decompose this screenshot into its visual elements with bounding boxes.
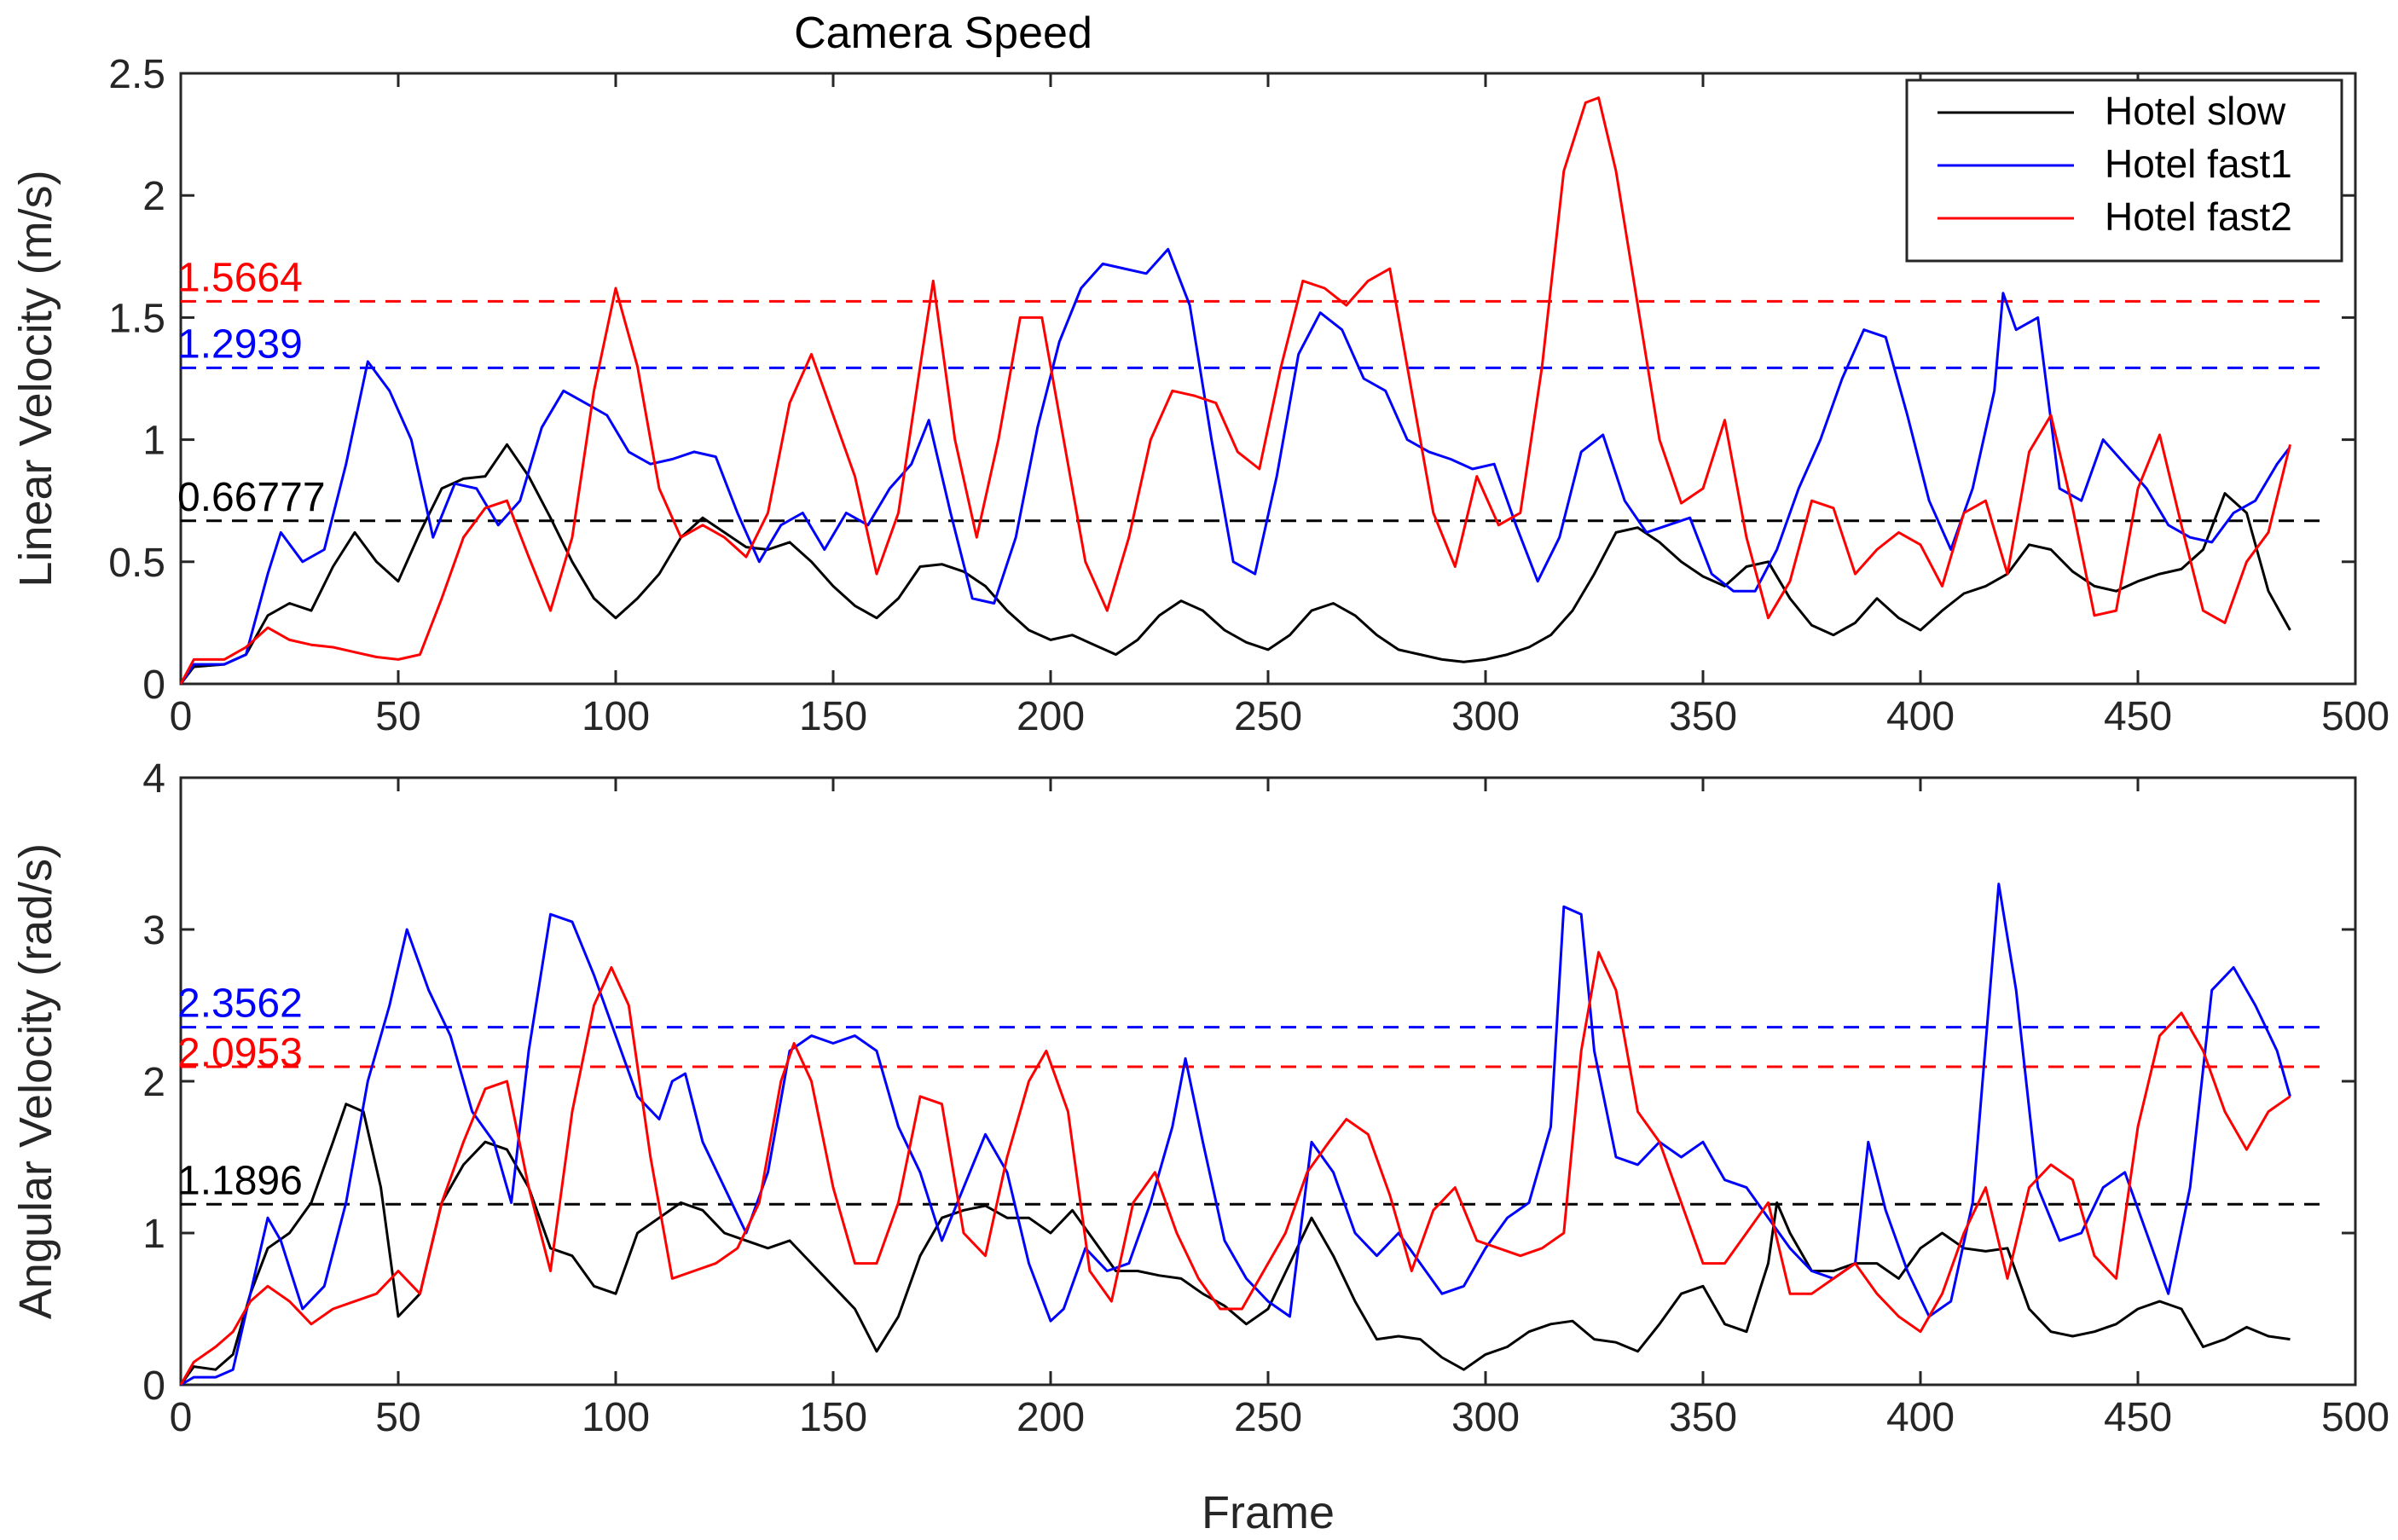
linear-series-hotel-slow (179, 443, 2291, 685)
angular-x-tick-label: 500 (2321, 1395, 2389, 1440)
angular-y-tick-label: 3 (142, 908, 165, 953)
linear-x-tick-label: 50 (375, 694, 420, 739)
linear-y-tick-label: 0 (142, 663, 165, 708)
angular-velocity-panel: 0 50 100 150 200 250 300 350 400 450 500 0 1 2 3 4 Angul… (10, 756, 2389, 1538)
linear-y-tick-label: 1 (142, 419, 165, 464)
linear-mean-label-hotel-fast1: 1.2939 (177, 321, 303, 367)
angular-mean-label-hotel-fast2: 2.0953 (177, 1031, 303, 1076)
linear-y-axis-label: Linear Velocity (m/s) (10, 170, 61, 587)
linear-mean-label-hotel-fast2: 1.5664 (177, 255, 303, 300)
linear-x-tick-label: 300 (1451, 694, 1520, 739)
angular-series-hotel-fast1 (180, 883, 2291, 1387)
angular-x-tick-label: 250 (1234, 1395, 1302, 1440)
angular-y-tick-label: 1 (142, 1212, 165, 1257)
linear-x-tick-label: 350 (1669, 694, 1737, 739)
angular-x-axis-label: Frame (1202, 1487, 1335, 1538)
linear-x-tick-label: 400 (1886, 694, 1955, 739)
angular-series-hotel-fast2 (179, 951, 2291, 1386)
angular-mean-label-hotel-fast1: 2.3562 (177, 981, 303, 1027)
linear-x-tick-label: 450 (2104, 694, 2172, 739)
linear-x-tick-label: 0 (170, 694, 193, 739)
angular-x-tick-label: 400 (1886, 1395, 1955, 1440)
angular-y-tick-label: 0 (142, 1363, 165, 1409)
angular-x-tick-label: 100 (582, 1395, 650, 1440)
linear-x-tick-label: 500 (2321, 694, 2389, 739)
angular-x-tick-label: 0 (170, 1395, 193, 1440)
legend-label-hotel-fast1: Hotel fast1 (2105, 142, 2292, 186)
linear-series-hotel-fast2 (179, 96, 2291, 685)
angular-mean-label-hotel-slow: 1.1896 (177, 1158, 303, 1203)
angular-y-axis-label: Angular Velocity (rad/s) (10, 843, 61, 1319)
angular-x-tick-label: 350 (1669, 1395, 1737, 1440)
chart-title: Camera Speed (794, 9, 1092, 58)
angular-x-tick-label: 450 (2104, 1395, 2172, 1440)
angular-x-tick-label: 150 (799, 1395, 867, 1440)
angular-y-tick-label: 2 (142, 1060, 165, 1105)
angular-x-tick-label: 300 (1451, 1395, 1520, 1440)
linear-y-tick-label: 0.5 (108, 541, 165, 586)
linear-y-tick-label: 2.5 (108, 52, 165, 97)
legend-box (1905, 78, 2343, 263)
angular-y-tick-label: 4 (142, 756, 165, 802)
linear-x-tick-label: 250 (1234, 694, 1302, 739)
legend-label-hotel-slow: Hotel slow (2105, 89, 2286, 133)
angular-x-tick-label: 50 (375, 1395, 420, 1440)
linear-velocity-panel: 0 50 100 150 200 250 300 350 400 450 500 0 0.5 1 1.5 2 2… (10, 52, 2389, 739)
angular-series-hotel-slow (179, 1103, 2291, 1386)
linear-y-tick-label: 1.5 (108, 296, 165, 341)
linear-y-tick-label: 2 (142, 174, 165, 219)
linear-x-tick-label: 100 (582, 694, 650, 739)
legend-label-hotel-fast2: Hotel fast2 (2105, 194, 2292, 239)
linear-x-tick-label: 150 (799, 694, 867, 739)
angular-x-tick-label: 200 (1017, 1395, 1085, 1440)
linear-x-tick-label: 200 (1017, 694, 1085, 739)
linear-mean-label-hotel-slow: 0.66777 (177, 475, 326, 520)
legend: Hotel slow Hotel fast1 Hotel fast2 (1905, 78, 2343, 263)
